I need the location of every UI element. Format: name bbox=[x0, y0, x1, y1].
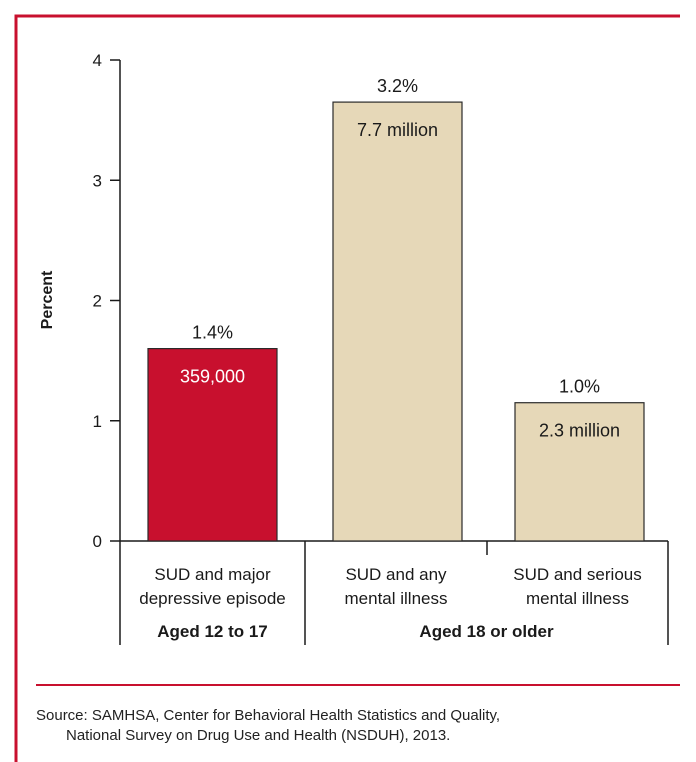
bar bbox=[147, 348, 278, 542]
chart-labels: 1.4% 359,000 SUD and major depressive episo… bbox=[139, 76, 642, 641]
y-tick-label: 1 bbox=[93, 412, 102, 431]
bar bbox=[332, 101, 463, 542]
x-category-label: SUD and major bbox=[154, 565, 271, 584]
y-tick-label: 0 bbox=[93, 532, 102, 551]
bar-count-label: 359,000 bbox=[180, 367, 245, 387]
source-line-2: National Survey on Drug Use and Health (… bbox=[66, 727, 451, 744]
bar bbox=[514, 402, 645, 542]
y-axis-label: Percent bbox=[39, 270, 56, 329]
x-category-label: mental illness bbox=[345, 589, 448, 608]
bar-percent-label: 3.2% bbox=[377, 76, 418, 96]
bar-count-label: 7.7 million bbox=[357, 120, 438, 140]
x-category-label: SUD and any bbox=[345, 565, 447, 584]
chart-bars bbox=[147, 101, 645, 542]
x-group-label: Aged 18 or older bbox=[419, 622, 554, 641]
x-category-label: depressive episode bbox=[139, 589, 285, 608]
y-tick-label: 4 bbox=[93, 51, 102, 70]
source-note: Source: SAMHSA, Center for Behavioral He… bbox=[36, 706, 686, 746]
y-tick-label: 2 bbox=[93, 292, 102, 311]
frame-border bbox=[14, 14, 680, 762]
bar-chart: Percent 0 1 2 3 4 1.4% 359,000 SUD and major de… bbox=[39, 51, 669, 645]
bar-percent-label: 1.4% bbox=[192, 323, 233, 343]
y-tick-label: 3 bbox=[93, 171, 102, 190]
x-group-label: Aged 12 to 17 bbox=[157, 622, 268, 641]
x-category-label: mental illness bbox=[526, 589, 629, 608]
bar-percent-label: 1.0% bbox=[559, 377, 600, 397]
x-category-label: SUD and serious bbox=[513, 565, 642, 584]
source-line-1: Source: SAMHSA, Center for Behavioral He… bbox=[36, 707, 501, 724]
bar-count-label: 2.3 million bbox=[539, 421, 620, 441]
